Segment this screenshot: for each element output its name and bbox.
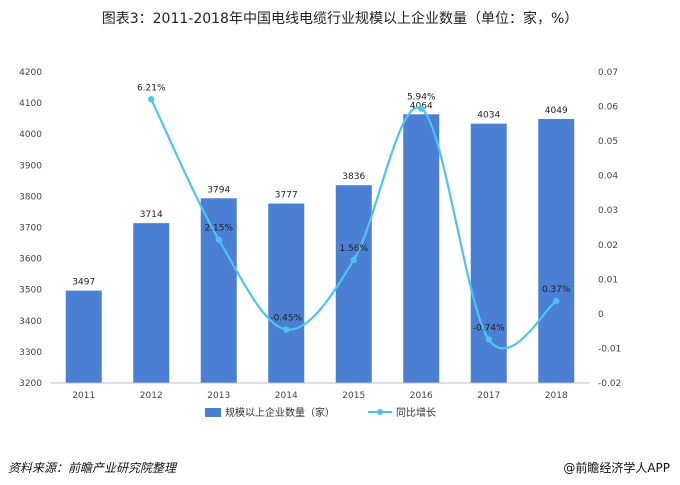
bar — [133, 223, 170, 383]
left-tick-label: 3900 — [19, 161, 42, 171]
line-value-label: 0.37% — [542, 285, 571, 295]
line-series: 6.21% 2.15% -0.45% 1.56% 5.94% -0.74% 0.37% — [137, 83, 571, 350]
line-point — [553, 297, 560, 305]
right-tick-label: 0.01 — [598, 275, 618, 285]
x-axis: 2011 2012 2013 2014 2015 2016 2017 2018 — [50, 382, 590, 401]
x-tick-label: 2011 — [72, 391, 95, 401]
line-value-label: 1.56% — [339, 244, 368, 254]
left-tick-label: 3200 — [19, 379, 42, 389]
x-tick-label: 2016 — [410, 391, 433, 401]
bar-value-label: 3794 — [207, 185, 230, 195]
legend-line-marker — [377, 409, 383, 415]
line-value-label: -0.45% — [270, 313, 302, 323]
line-point — [418, 105, 425, 112]
line-point — [148, 96, 155, 103]
x-tick-label: 2014 — [275, 391, 298, 401]
bar-value-label: 3714 — [140, 210, 163, 220]
right-tick-label: 0.05 — [598, 137, 618, 147]
line-point — [350, 256, 357, 264]
right-tick-label: -0.02 — [598, 379, 621, 389]
right-tick-label: 0.02 — [598, 241, 618, 251]
combo-chart: 3200 3300 3400 3500 3600 3700 3800 3900 4000 4100… — [19, 68, 621, 419]
bar — [268, 203, 305, 383]
legend-line-label: 同比增长 — [396, 406, 436, 419]
left-tick-label: 3500 — [19, 286, 42, 296]
right-tick-label: -0.01 — [598, 344, 621, 354]
right-tick-label: 0.06 — [598, 103, 618, 113]
line-point — [485, 336, 492, 343]
legend-bar-label: 规模以上企业数量（家） — [225, 406, 335, 419]
bar-value-label: 3836 — [342, 172, 365, 182]
bar-value-label: 4034 — [477, 111, 500, 121]
line-value-label: 5.94% — [407, 93, 436, 103]
line-value-label: -0.74% — [473, 323, 505, 333]
bar — [65, 290, 102, 383]
x-tick-label: 2017 — [477, 391, 500, 401]
left-tick-label: 3700 — [19, 224, 42, 234]
line-value-label: 2.15% — [204, 224, 233, 234]
left-tick-label: 3800 — [19, 192, 42, 202]
x-tick-label: 2012 — [140, 391, 163, 401]
bar — [403, 114, 440, 384]
left-tick-label: 4200 — [19, 68, 42, 78]
x-tick-label: 2018 — [545, 391, 568, 401]
brand-note: @前瞻经济学人APP — [563, 461, 670, 475]
right-axis: -0.02 -0.01 0 0.01 0.02 0.03 0.04 0.05 0.06 0.07 — [598, 68, 621, 389]
x-tick-label: 2013 — [207, 391, 230, 401]
right-tick-label: 0 — [598, 310, 604, 320]
right-tick-label: 0.07 — [598, 68, 618, 78]
bar-series: 34973714379437773836406440344049 — [65, 101, 575, 384]
bar — [335, 185, 372, 383]
bar — [538, 118, 575, 383]
legend-bar-swatch — [205, 408, 221, 417]
left-tick-label: 3300 — [19, 348, 42, 358]
left-tick-label: 4100 — [19, 99, 42, 109]
left-tick-label: 3600 — [19, 255, 42, 265]
bar — [200, 198, 237, 383]
bar-value-label: 4049 — [545, 106, 568, 116]
right-tick-label: 0.03 — [598, 206, 618, 216]
line-point — [283, 326, 290, 333]
left-tick-label: 3400 — [19, 317, 42, 327]
left-tick-label: 4000 — [19, 130, 42, 140]
bar-value-label: 3777 — [275, 191, 298, 201]
line-value-label: 6.21% — [137, 83, 166, 93]
right-tick-label: 0.04 — [598, 172, 618, 182]
bar — [470, 123, 507, 383]
left-axis: 3200 3300 3400 3500 3600 3700 3800 3900 4000 4100… — [19, 68, 42, 389]
legend: 规模以上企业数量（家） 同比增长 — [205, 406, 436, 419]
chart-title: 图表3：2011-2018年中国电线电缆行业规模以上企业数量（单位：家，%） — [101, 11, 579, 27]
x-tick-label: 2015 — [342, 391, 365, 401]
bar-value-label: 3497 — [72, 278, 95, 288]
source-note: 资料来源：前瞻产业研究院整理 — [8, 461, 177, 475]
line-point — [215, 236, 222, 243]
